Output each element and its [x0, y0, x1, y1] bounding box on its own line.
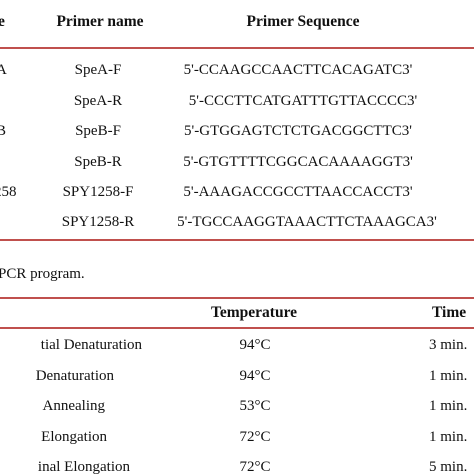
table1-row-2-sequence: 5'-CCCTTCATGATTTGTTACCCC3' — [188, 93, 418, 109]
table2-row-3-time: 1 min. — [429, 398, 468, 414]
table1-row-4-name: SpeB-R — [74, 154, 122, 170]
table2-row-5-time: 5 min. — [429, 459, 468, 475]
table2-row-2-step: Denaturation — [35, 368, 114, 384]
table1-row-5-name: SPY1258-F — [62, 184, 134, 200]
table1-row-1-name: SpeA-F — [74, 62, 122, 78]
table2-caption: PCR program. — [0, 266, 85, 282]
table2-header-temperature: Temperature — [210, 304, 298, 321]
table2-header-rule — [0, 327, 474, 329]
table2-row-5-temperature: 72°C — [239, 459, 271, 475]
table2-row-4-step: Elongation — [41, 429, 107, 445]
table1-header-gene: e — [0, 13, 5, 30]
table1-row-5-gene: 258 — [0, 184, 17, 200]
table2-row-4-time: 1 min. — [429, 429, 468, 445]
table2-row-4-temperature: 72°C — [239, 429, 271, 445]
table2-row-5-step: inal Elongation — [37, 459, 130, 475]
table1-row-2-name: SpeA-R — [73, 93, 123, 109]
table1-row-5-sequence: 5'-AAAGACCGCCTTAACCACCT3' — [183, 184, 413, 200]
table1-row-6-sequence: 5'-TGCCAAGGTAAACTTCTAAAGCA3' — [177, 214, 437, 230]
table2-row-3-step: Annealing — [42, 398, 105, 414]
table1-bottom-rule — [0, 239, 474, 241]
table2-row-1-time: 3 min. — [429, 337, 468, 353]
table1-header-rule — [0, 47, 474, 49]
table2-row-1-step: tial Denaturation — [40, 337, 142, 353]
table2-row-1-temperature: 94°C — [239, 337, 271, 353]
table1-row-3-sequence: 5'-GTGGAGTCTCTGACGGCTTC3' — [184, 123, 412, 139]
table1-row-3-name: SpeB-F — [75, 123, 121, 139]
table2-top-rule — [0, 297, 474, 299]
table2-header-time: Time — [432, 304, 467, 321]
table1-row-6-name: SPY1258-R — [61, 214, 135, 230]
table2-row-2-time: 1 min. — [429, 368, 468, 384]
table2-row-3-temperature: 53°C — [239, 398, 271, 414]
table1-row-1-sequence: 5'-CCAAGCCAACTTCACAGATC3' — [183, 62, 413, 78]
table2-row-2-temperature: 94°C — [239, 368, 271, 384]
table1-header-primer-sequence: Primer Sequence — [246, 13, 360, 30]
table1-row-4-sequence: 5'-GTGTTTTCGGCACAAAAGGT3' — [183, 154, 413, 170]
table1-header-primer-name: Primer name — [56, 13, 144, 30]
